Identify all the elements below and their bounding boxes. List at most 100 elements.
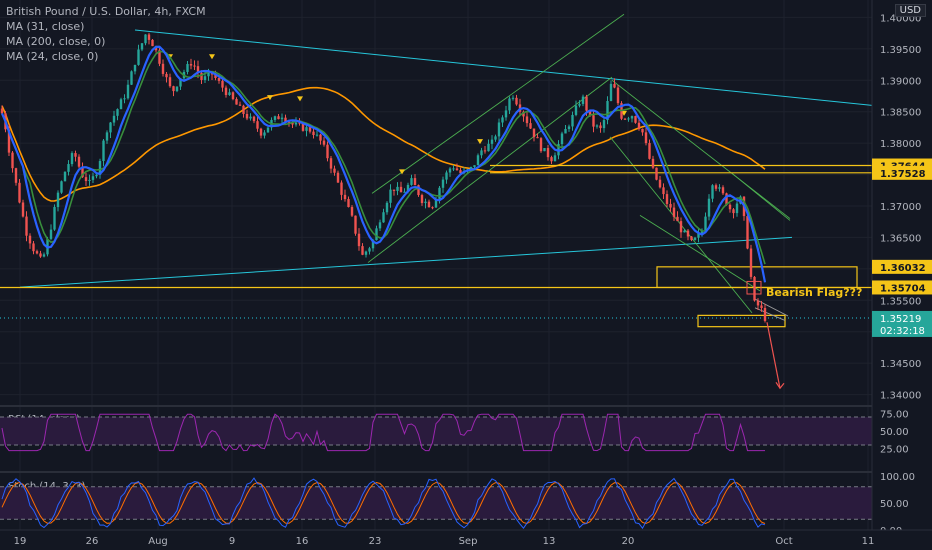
time-tick-label: 23 bbox=[369, 536, 382, 547]
candle-body bbox=[389, 189, 392, 203]
current-price-tag: 1.35219 bbox=[880, 314, 921, 325]
candle-body bbox=[151, 39, 154, 47]
candle-body bbox=[679, 221, 683, 233]
candle-body bbox=[189, 64, 193, 66]
candle-body bbox=[487, 143, 490, 152]
candle-body bbox=[207, 72, 210, 77]
candle-body bbox=[420, 195, 424, 204]
candle-body bbox=[172, 86, 175, 92]
candle-body bbox=[350, 207, 354, 216]
candle-body bbox=[123, 98, 126, 100]
candle-body bbox=[144, 34, 147, 44]
candle-body bbox=[368, 248, 371, 252]
candle-body bbox=[721, 187, 725, 194]
candle-body bbox=[417, 185, 420, 196]
time-tick-label: 13 bbox=[543, 536, 556, 547]
candle-body bbox=[119, 99, 123, 110]
time-axis-bg bbox=[0, 530, 932, 550]
candle-body bbox=[179, 78, 182, 87]
candle-body bbox=[28, 235, 32, 244]
candle-body bbox=[448, 168, 452, 173]
candle-body bbox=[630, 116, 634, 119]
candle-body bbox=[18, 182, 21, 203]
candle-body bbox=[375, 228, 378, 241]
candle-body bbox=[693, 237, 697, 240]
support-zone bbox=[697, 314, 786, 328]
candle-body bbox=[546, 148, 550, 158]
candle-body bbox=[686, 230, 690, 237]
candle-body bbox=[158, 50, 161, 64]
candle-body bbox=[11, 152, 14, 169]
candle-body bbox=[644, 132, 648, 144]
candle-body bbox=[627, 118, 630, 120]
stoch-d-series bbox=[1, 481, 766, 525]
candle-body bbox=[406, 184, 410, 192]
candle-body bbox=[77, 156, 81, 167]
candle-body bbox=[95, 174, 98, 177]
price-tick-label: 1.39500 bbox=[880, 45, 921, 56]
indicator-ma31: MA (31, close) bbox=[6, 20, 85, 33]
candle-body bbox=[399, 186, 403, 193]
candle-body bbox=[581, 96, 585, 104]
candle-body bbox=[203, 76, 207, 80]
signal-marker bbox=[209, 54, 215, 60]
candle-body bbox=[427, 201, 431, 208]
stoch-tick-label: 100.00 bbox=[880, 472, 915, 483]
projection-arrow bbox=[766, 322, 781, 389]
time-axis[interactable]: 19 26 Aug 9 16 23 Sep 13 20 Oct 11 bbox=[0, 529, 932, 550]
price-axis[interactable]: 1.40000 1.39500 1.39000 1.38500 1.38000 1.375… bbox=[871, 0, 932, 550]
candle-body bbox=[88, 179, 91, 182]
candle-body bbox=[669, 203, 672, 208]
candle-body bbox=[637, 122, 641, 129]
candle-body bbox=[725, 193, 728, 205]
candle-body bbox=[214, 74, 217, 78]
candle-body bbox=[298, 122, 301, 124]
candle-body bbox=[333, 168, 336, 173]
candle-body bbox=[74, 153, 77, 157]
candle-body bbox=[221, 80, 224, 88]
rsi-tick-label: 50.00 bbox=[880, 427, 909, 438]
candle-body bbox=[756, 300, 760, 306]
candle-body bbox=[249, 116, 252, 119]
candle-body bbox=[476, 155, 480, 166]
candle-body bbox=[515, 97, 518, 105]
indicator-ma200: MA (200, close, 0) bbox=[6, 35, 106, 48]
candle-body bbox=[256, 121, 259, 129]
candle-body bbox=[301, 123, 305, 131]
candle-body bbox=[378, 222, 382, 229]
candle-body bbox=[84, 177, 88, 182]
candle-body bbox=[683, 230, 686, 233]
rsi-pane[interactable]: RSI (14, close) bbox=[0, 413, 872, 452]
candle-body bbox=[599, 125, 602, 129]
candle-body bbox=[616, 87, 620, 104]
candle-body bbox=[662, 187, 665, 195]
rsi-tick-label: 75.00 bbox=[880, 410, 909, 421]
candle-body bbox=[749, 248, 753, 277]
currency-label[interactable]: USD bbox=[894, 4, 926, 17]
candle-body bbox=[714, 185, 718, 189]
resistance-zone bbox=[656, 266, 858, 289]
candle-body bbox=[490, 139, 494, 144]
candle-body bbox=[445, 172, 448, 180]
symbol-title: British Pound / U.S. Dollar, 4h, FXCM bbox=[6, 5, 206, 18]
candle-body bbox=[56, 192, 60, 208]
candle-body bbox=[116, 109, 119, 116]
candle-body bbox=[613, 83, 616, 88]
candle-body bbox=[665, 194, 669, 204]
candle-body bbox=[294, 122, 298, 125]
candle-body bbox=[70, 153, 74, 165]
candle-body bbox=[25, 216, 28, 236]
candle-body bbox=[347, 199, 350, 208]
candle-body bbox=[497, 122, 501, 137]
candle-body bbox=[280, 117, 284, 120]
candle-body bbox=[252, 116, 256, 122]
candle-body bbox=[259, 128, 263, 136]
candle-body bbox=[483, 150, 487, 152]
projection-arrow-head bbox=[775, 381, 785, 390]
stoch-pane[interactable]: Stoch (14, 3, 3) bbox=[0, 477, 872, 530]
candle-body bbox=[357, 233, 361, 247]
candle-body bbox=[728, 204, 732, 210]
candle-body bbox=[175, 86, 179, 92]
candle-body bbox=[266, 127, 270, 133]
